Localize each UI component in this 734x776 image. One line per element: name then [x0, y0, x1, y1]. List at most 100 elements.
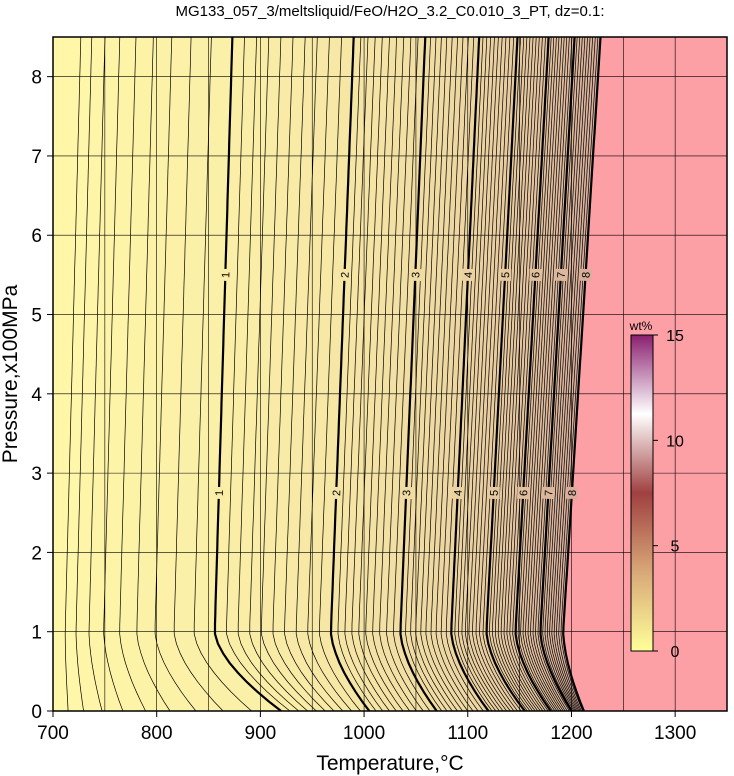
y-tick-label: 4 [31, 385, 42, 406]
contour-minor [425, 37, 463, 711]
contour-minor [365, 37, 404, 711]
svg-text:7: 7 [543, 490, 555, 497]
contour-minor [461, 37, 500, 711]
chart-title: MG133_057_3/meltsliquid/FeO/H2O_3.2_C0.0… [175, 3, 604, 20]
contour-minor [249, 37, 308, 711]
contour-minor [284, 37, 335, 711]
contour-label-7: 7 [542, 486, 555, 500]
contour-minor [546, 37, 583, 711]
colorbar-tick-label: 10 [666, 433, 684, 450]
contour-minor [560, 37, 599, 711]
contour-minor [530, 37, 565, 711]
y-tick-label: 3 [31, 464, 42, 485]
contour-major-7 [539, 37, 576, 711]
contour-minor [527, 37, 562, 711]
contour-minor [410, 37, 448, 711]
y-tick-label: 5 [31, 306, 42, 327]
contour-minor [272, 37, 326, 711]
fill-band [53, 37, 81, 711]
contour-minor [405, 37, 443, 711]
contour-minor [517, 37, 554, 711]
y-tick-label: 1 [31, 623, 42, 644]
contour-major-3 [399, 37, 438, 711]
y-tick-label: 0 [31, 702, 42, 723]
contour-minor [344, 37, 383, 711]
x-tick-label: 1100 [447, 723, 488, 744]
contour-label-6: 6 [516, 486, 530, 500]
contour-minor [351, 37, 390, 711]
colorbar-ticks: 0 5 10 15 [653, 328, 684, 661]
contour-minor [75, 37, 93, 711]
contour-minor [506, 37, 544, 711]
contour-label-1: 1 [212, 486, 226, 500]
x-tick-label: 1200 [550, 723, 592, 744]
x-tick-label: 800 [141, 723, 173, 744]
contour-minor [88, 37, 106, 711]
y-tick-label: 6 [31, 226, 42, 247]
contour-minor [512, 37, 549, 711]
contour-minor [193, 37, 252, 711]
svg-text:8: 8 [580, 272, 592, 279]
contour-minor [136, 37, 171, 711]
colorbar-unit: wt% [629, 319, 653, 333]
svg-text:6: 6 [530, 272, 542, 279]
svg-text:7: 7 [556, 272, 568, 279]
contour-minor [532, 37, 568, 711]
contour-label-4: 4 [451, 486, 465, 500]
contour-major-5 [485, 37, 526, 711]
contour-minor [372, 37, 410, 711]
contour-minor [525, 37, 560, 711]
contour-minor [154, 37, 197, 711]
contour-minor [415, 37, 453, 711]
contour-minor [319, 37, 361, 711]
colorbar-gradient [630, 334, 654, 652]
contour-minor [509, 37, 546, 711]
contour-minor [393, 37, 431, 711]
contour-lines [64, 37, 602, 711]
contour-minor [522, 37, 558, 711]
contour-minor [562, 37, 601, 711]
svg-text:4: 4 [453, 490, 465, 497]
contour-label-7: 7 [554, 268, 568, 282]
x-axis: 700 800 900 1000 1100 1200 1300 [37, 711, 696, 744]
contour-label-2: 2 [338, 268, 352, 282]
y-tick-label: 7 [31, 147, 42, 168]
colorbar-tick-label: 5 [671, 539, 680, 556]
contour-major-2 [329, 37, 371, 711]
contour-minor [454, 37, 493, 711]
contour-label-2: 2 [329, 486, 343, 500]
svg-text:1: 1 [214, 490, 226, 497]
svg-text:2: 2 [339, 272, 351, 279]
contour-minor [489, 37, 528, 711]
contour-label-3: 3 [399, 486, 413, 500]
contour-label-3: 3 [409, 268, 422, 282]
contour-minor [537, 37, 573, 711]
svg-text:5: 5 [489, 490, 501, 497]
contour-minor [551, 37, 588, 711]
contour-minor [64, 37, 82, 711]
contour-minor [237, 37, 300, 711]
contour-minor [494, 37, 533, 711]
contour-minor [307, 37, 352, 711]
svg-text:5: 5 [500, 272, 512, 279]
contour-minor [535, 37, 570, 711]
svg-text:3: 3 [401, 490, 413, 497]
y-tick-label: 2 [31, 543, 42, 564]
colorbar-tick-label: 0 [671, 644, 680, 661]
svg-text:1: 1 [220, 272, 232, 279]
contour-label-5: 5 [487, 486, 501, 500]
contour-label-8: 8 [565, 486, 579, 500]
contour-label-4: 4 [461, 268, 475, 282]
contour-minor [479, 37, 518, 711]
contour-minor [430, 37, 469, 711]
svg-text:3: 3 [410, 272, 422, 279]
contour-minor [458, 37, 497, 711]
contour-minor [475, 37, 515, 711]
plot-frame [52, 36, 728, 712]
x-tick-label: 1000 [343, 723, 385, 744]
contour-label-8: 8 [579, 268, 593, 282]
contour-minor [520, 37, 556, 711]
contour-minor [465, 37, 504, 711]
contour-labels: 1 1 2 2 3 3 4 4 5 5 6 6 7 7 8 8 [212, 268, 593, 500]
